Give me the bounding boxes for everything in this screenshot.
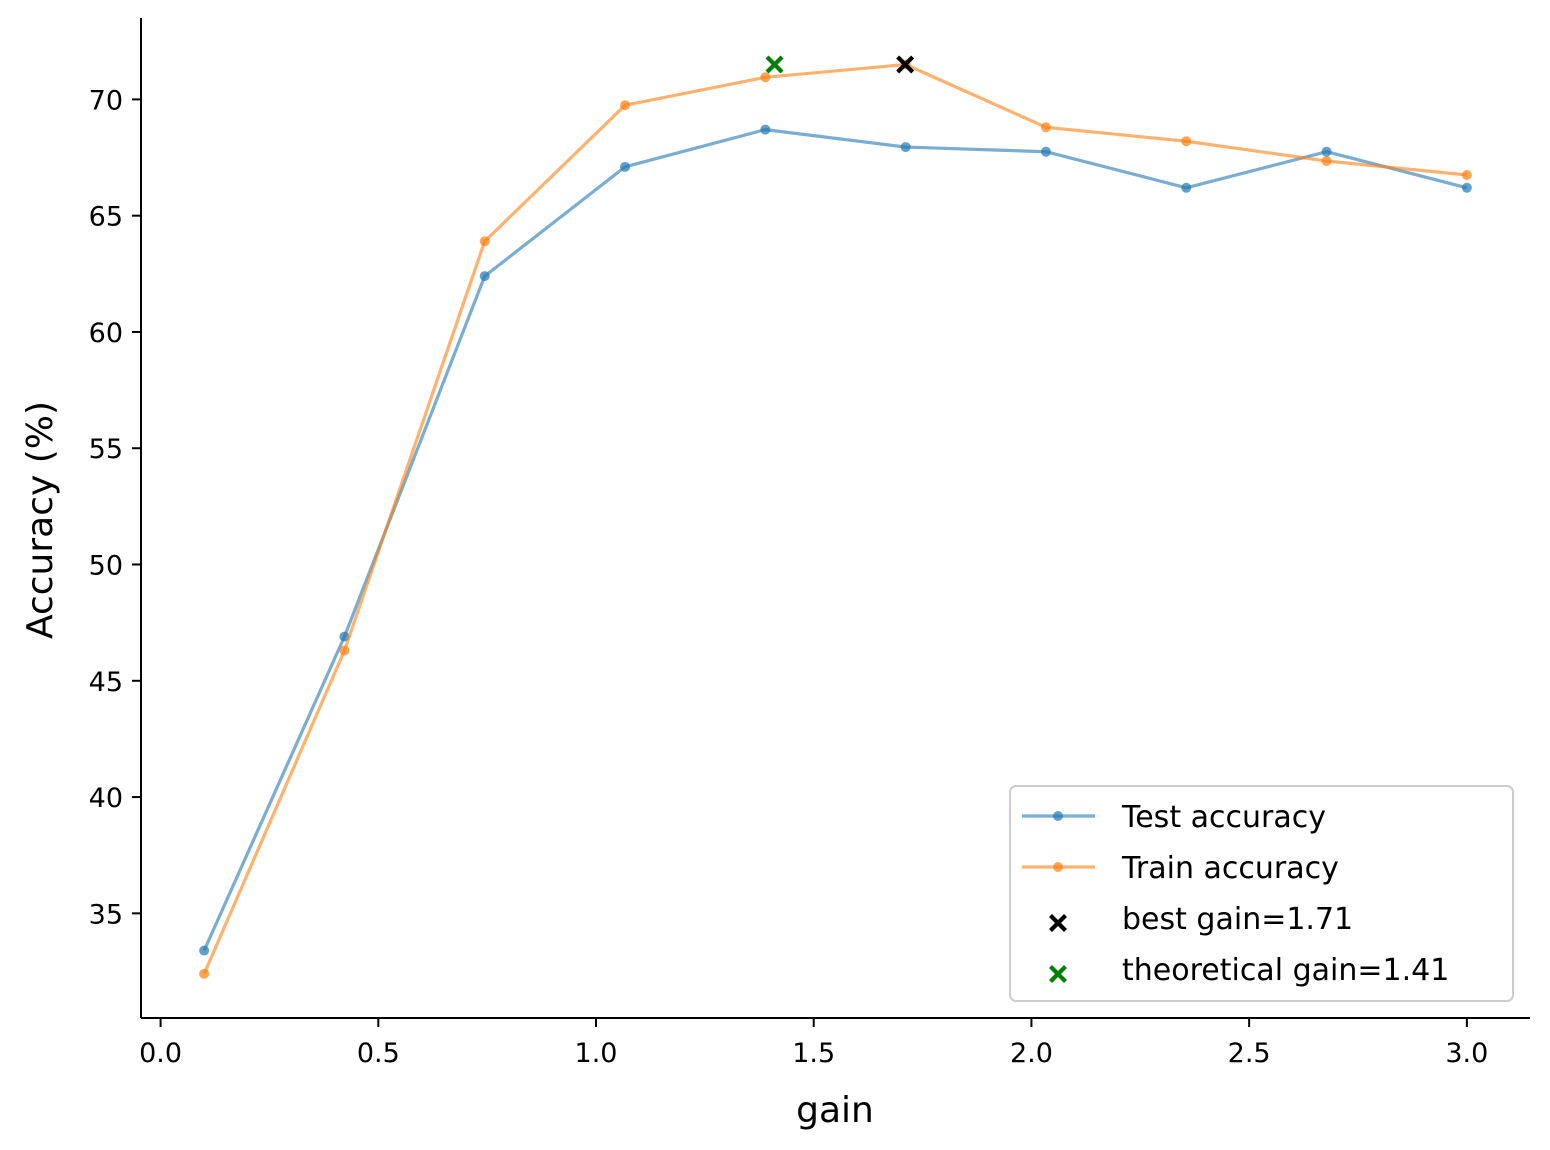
x-tick-label: 3.0 xyxy=(1445,1038,1488,1069)
x-tick-label: 2.5 xyxy=(1228,1038,1271,1069)
marker-layer xyxy=(765,55,915,74)
x-tick-label: 0.0 xyxy=(139,1038,182,1069)
series-line-2 xyxy=(202,62,1468,975)
series-2-point xyxy=(1181,136,1192,147)
series-2-point xyxy=(339,645,350,656)
legend-entry-label: Train accuracy xyxy=(1121,851,1339,886)
series-1-point xyxy=(199,945,210,956)
y-tick-label: 60 xyxy=(89,318,123,349)
y-axis-title: Accuracy (%) xyxy=(20,401,61,639)
y-tick-label: 55 xyxy=(89,434,123,465)
x-axis-title: gain xyxy=(796,1090,874,1131)
marker-point-1 xyxy=(896,55,915,74)
series-2-point xyxy=(620,100,631,111)
series-1-point xyxy=(900,142,911,153)
series-2-point xyxy=(1461,169,1472,180)
series-1-point xyxy=(1181,182,1192,193)
series-1-point xyxy=(1040,146,1051,157)
x-marker-stroke xyxy=(765,55,784,74)
legend-swatch-point xyxy=(1053,811,1063,821)
legend-frame xyxy=(1009,785,1514,1002)
marker-point-2 xyxy=(765,55,784,74)
legend: Test accuracy Train accuracy best gain=1.7… xyxy=(1009,785,1514,1002)
legend-swatch-marker xyxy=(1049,914,1067,932)
series-1-point xyxy=(479,271,490,282)
x-tick-label: 1.0 xyxy=(575,1038,618,1069)
y-tick-label: 35 xyxy=(89,899,123,930)
legend-entry-label: theoretical gain=1.41 xyxy=(1122,953,1449,988)
legend-swatch-point xyxy=(1053,862,1063,872)
series-layer xyxy=(199,59,1472,979)
x-tick-label: 1.5 xyxy=(792,1038,835,1069)
axes-layer xyxy=(140,18,1530,1019)
x-marker-stroke xyxy=(1049,914,1067,932)
y-ticks: 35 40 45 50 55 60 65 70 xyxy=(89,85,141,930)
x-marker-stroke xyxy=(1049,965,1067,983)
series-2-point xyxy=(760,72,771,83)
y-tick-label: 65 xyxy=(89,202,123,233)
series-1-point xyxy=(620,161,631,172)
legend-entry-label: Test accuracy xyxy=(1121,800,1326,835)
x-ticks: 0.0 0.5 1.0 1.5 2.0 2.5 3.0 xyxy=(139,1018,1488,1069)
series-line-1 xyxy=(202,128,1468,952)
y-tick-label: 50 xyxy=(89,551,123,582)
series-2-point xyxy=(1321,156,1332,167)
series-2-point xyxy=(199,968,210,979)
y-tick-label: 40 xyxy=(89,783,123,814)
legend-swatch-marker xyxy=(1049,965,1067,983)
x-tick-label: 2.0 xyxy=(1010,1038,1053,1069)
x-marker-stroke xyxy=(896,55,915,74)
series-2-point xyxy=(1040,122,1051,133)
series-1-point xyxy=(1461,182,1472,193)
series-1-point xyxy=(1321,146,1332,157)
series-2-point xyxy=(479,236,490,247)
x-tick-label: 0.5 xyxy=(357,1038,400,1069)
legend-entry-label: best gain=1.71 xyxy=(1122,902,1353,937)
y-tick-label: 70 xyxy=(89,85,123,116)
y-tick-label: 45 xyxy=(89,667,123,698)
series-1-point xyxy=(760,124,771,135)
